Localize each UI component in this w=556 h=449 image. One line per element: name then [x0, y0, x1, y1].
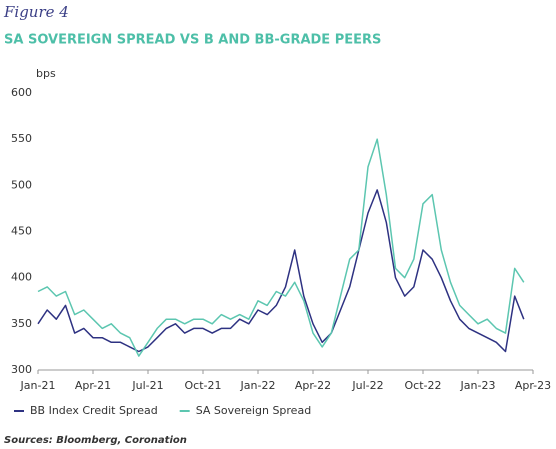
y-tick-label: 300	[11, 363, 32, 376]
x-tick-label: Jan-22	[240, 379, 276, 392]
line-series	[37, 189, 525, 353]
y-tick-label: 350	[11, 317, 32, 330]
x-tick-label: Oct-21	[185, 379, 222, 392]
y-tick-label: 500	[11, 178, 32, 191]
legend-label: SA Sovereign Spread	[196, 404, 312, 417]
figure-label: Figure 4	[3, 3, 69, 21]
x-tick-label: Apr-21	[75, 379, 111, 392]
x-tick-label: Oct-22	[405, 379, 442, 392]
chart-title: SA SOVEREIGN SPREAD VS B AND BB-GRADE PE…	[4, 33, 381, 48]
x-tick-label: Apr-22	[295, 379, 331, 392]
y-tick-label: 600	[11, 86, 32, 99]
x-tick-label: Jul-22	[351, 379, 383, 392]
x-tick-label: Jan-21	[20, 379, 56, 392]
y-tick-label: 450	[11, 225, 32, 238]
y-tick-label: 550	[11, 132, 32, 145]
x-tick-label: Jan-23	[460, 379, 496, 392]
y-axis-label: bps	[36, 67, 56, 80]
x-tick-label: Apr-23	[515, 379, 551, 392]
source: Sources: Bloomberg, Coronation	[4, 435, 187, 446]
line-series	[37, 138, 525, 357]
x-tick-label: Jul-21	[131, 379, 163, 392]
y-tick-label: 400	[11, 271, 32, 284]
legend-label: BB Index Credit Spread	[30, 404, 158, 417]
